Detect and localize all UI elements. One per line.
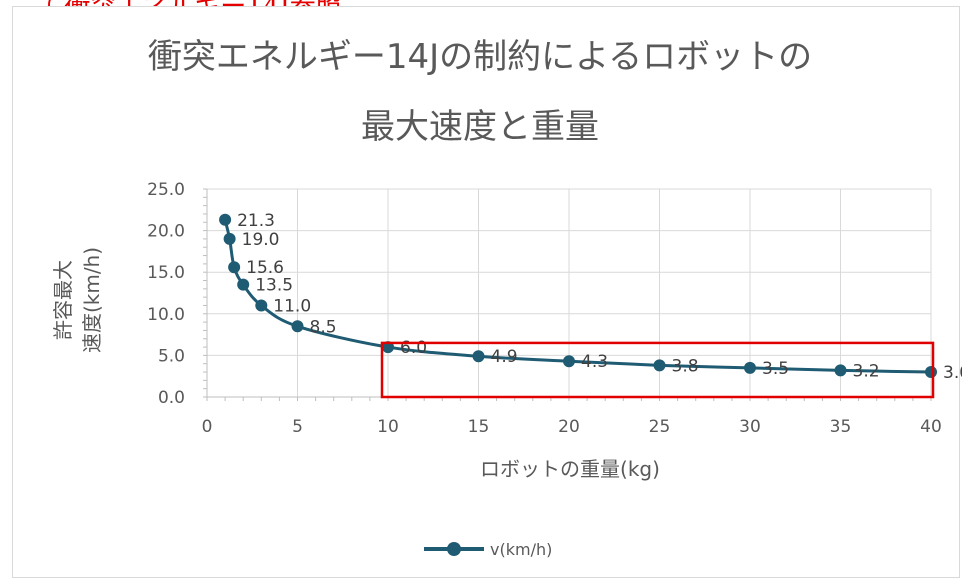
chart-area [12,6,960,578]
data-label: 6.0 [400,338,427,358]
data-label: 8.5 [310,317,337,337]
y-axis-title-line1: 許容最大 [51,260,75,340]
y-tick-label: 25.0 [147,180,185,200]
chart-title-line2: 最大速度と重量 [361,107,599,147]
data-label: 13.5 [255,276,293,296]
data-point [563,355,575,368]
data-label: 3.5 [762,359,789,379]
x-tick-label: 10 [377,417,399,437]
x-tick-label: 20 [558,417,580,437]
data-point [472,350,485,363]
data-label: 3.8 [672,356,699,376]
x-tick-label: 0 [202,417,213,437]
series-v [219,213,937,379]
y-tick-label: 5.0 [158,346,185,366]
data-label: 11.0 [273,296,311,316]
x-axis-title: ロボットの重量(kg) [480,457,660,481]
data-point [744,361,756,374]
data-label: 3.0 [943,363,962,383]
y-tick-label: 0.0 [158,388,185,408]
y-tick-label: 10.0 [147,305,185,325]
chart-title-line1: 衝突エネルギー14Jの制約によるロボットの [148,37,812,77]
x-tick-label: 30 [739,417,761,437]
data-point [237,278,250,291]
gridlines [207,188,932,397]
data-point [925,366,937,379]
y-tick-label: 15.0 [147,263,185,283]
data-point [653,359,666,372]
y-tick-label: 20.0 [147,222,185,242]
data-labels: 21.319.0 15.613.511.08.5 6.0 4.9 4.3 3.8 3.5 3.… [237,211,962,383]
x-tick-label: 25 [649,417,671,437]
x-tick-label: 5 [292,417,303,437]
data-point [219,213,232,226]
data-label: 4.3 [581,352,608,372]
data-point [255,299,268,312]
data-label: 21.3 [237,211,275,231]
x-tick-label: 15 [468,417,490,437]
data-point [223,232,236,245]
data-label: 4.9 [491,347,518,367]
y-axis-title-line2: 速度(km/h) [80,247,104,353]
legend-marker [447,542,461,556]
highlight-box [380,341,935,399]
data-label: 19.0 [242,230,280,250]
legend: v(km/h) [424,540,552,559]
x-tick-label: 40 [920,417,942,437]
data-point [228,261,241,274]
data-label: 3.2 [853,361,880,381]
series-line [223,219,932,374]
legend-label: v(km/h) [490,540,552,559]
data-label: 15.6 [246,258,284,278]
x-tick-label: 35 [830,417,852,437]
axes: 0.0 5.0 10.0 15.0 20.0 25.0 0 5 10 15 20 25 30 35 40 [147,180,942,437]
data-point [834,364,847,377]
data-point [291,320,304,333]
